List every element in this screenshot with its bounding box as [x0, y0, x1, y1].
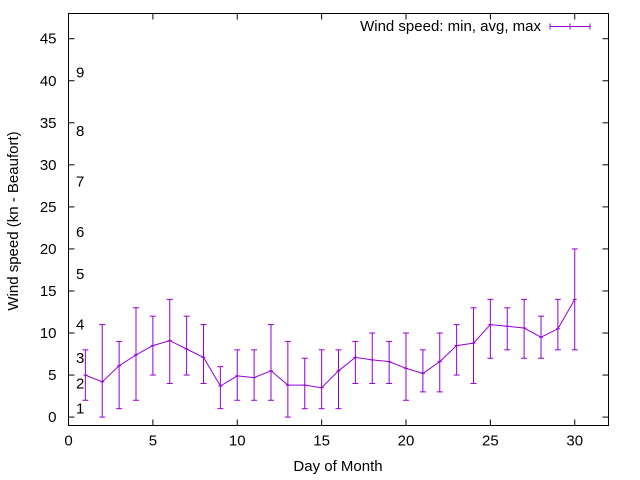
beaufort-label: 8	[76, 123, 84, 140]
x-tick-label: 25	[482, 433, 499, 450]
error-bar	[268, 324, 274, 401]
error-bar	[116, 340, 123, 410]
x-tick-label: 30	[566, 433, 583, 450]
error-bar	[99, 324, 106, 418]
error-bar	[487, 298, 494, 359]
y-tick-label: 5	[48, 367, 56, 384]
beaufort-label: 1	[76, 401, 84, 418]
legend-swatch	[549, 23, 591, 30]
error-bar	[504, 307, 511, 351]
error-bar	[419, 349, 426, 393]
beaufort-scale-labels: 1 2 3 4 5 6 7 8 9	[76, 64, 84, 417]
series-layer	[82, 248, 578, 418]
beaufort-label: 4	[76, 317, 84, 334]
error-bar	[335, 349, 342, 410]
beaufort-label: 6	[76, 224, 84, 241]
x-tick-label: 20	[398, 433, 415, 450]
error-bar	[251, 349, 258, 401]
plot-frame	[68, 13, 609, 426]
x-tick-label: 15	[313, 433, 330, 450]
y-tick-label: 10	[40, 325, 57, 342]
error-bar	[217, 366, 224, 410]
error-bar	[234, 349, 241, 401]
x-tick-label: 10	[229, 433, 246, 450]
beaufort-label: 2	[76, 375, 84, 392]
error-bar	[166, 298, 173, 384]
error-bar	[183, 315, 190, 376]
x-tick-label: 0	[64, 433, 72, 450]
y-tick-label: 30	[40, 157, 57, 174]
beaufort-label: 7	[76, 174, 84, 191]
x-axis: 0 5 10 15 20 25 30	[64, 13, 583, 450]
error-bar	[554, 298, 561, 351]
error-bar	[386, 340, 393, 384]
error-bar	[284, 340, 291, 418]
series-line	[85, 299, 576, 389]
legend: Wind speed: min, avg, max	[360, 18, 591, 35]
error-bar	[436, 332, 443, 393]
x-axis-label: Day of Month	[293, 458, 382, 475]
y-tick-label: 35	[40, 115, 57, 132]
legend-series-label: Wind speed: min, avg, max	[360, 18, 541, 35]
beaufort-label: 5	[76, 266, 84, 283]
y-tick-label: 25	[40, 199, 57, 216]
y-tick-label: 45	[40, 31, 57, 48]
error-bar	[453, 324, 460, 376]
error-bar	[318, 349, 325, 410]
y-tick-label: 15	[40, 283, 57, 300]
beaufort-label: 3	[76, 350, 84, 367]
y-tick-label: 20	[40, 241, 57, 258]
error-bar	[521, 298, 528, 359]
x-tick-label: 5	[149, 433, 157, 450]
error-bar	[352, 340, 359, 384]
error-bar	[403, 332, 409, 401]
error-bar	[301, 357, 308, 410]
beaufort-label: 9	[76, 64, 84, 81]
error-bar	[133, 307, 139, 401]
error-bar	[470, 307, 477, 384]
error-bar	[369, 332, 376, 384]
y-tick-label: 0	[48, 409, 56, 426]
y-axis-label: Wind speed (kn - Beaufort)	[5, 131, 22, 310]
error-bar	[200, 324, 207, 384]
y-tick-label: 40	[40, 73, 57, 90]
